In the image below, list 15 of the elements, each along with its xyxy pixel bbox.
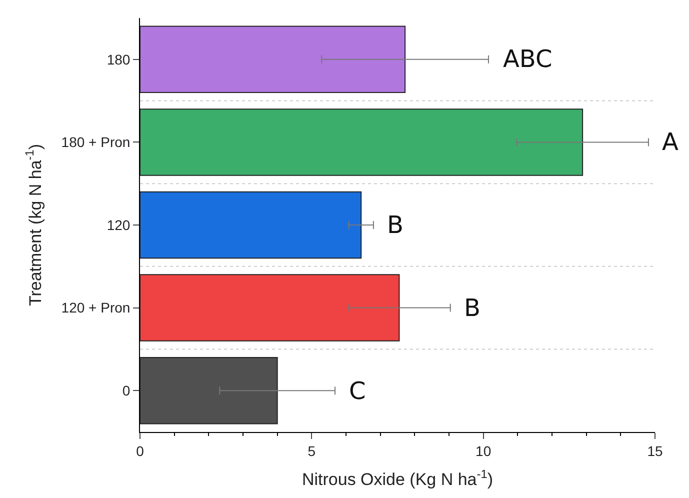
annotation: B: [464, 294, 480, 322]
y-tick-label: 120: [106, 216, 130, 233]
x-tick-label: 10: [476, 442, 492, 459]
annotation: ABC: [503, 45, 552, 73]
x-tick-label: 15: [647, 442, 663, 459]
y-tick-label: 0: [122, 382, 130, 398]
annotation: C: [349, 377, 366, 405]
annotation: B: [387, 211, 404, 239]
y-tick-label: 120 + Pron: [61, 300, 130, 316]
x-axis-title: Nitrous Oxide (Kg N ha$^{-1}$): [302, 467, 494, 490]
text: A: [662, 128, 679, 156]
x-tick-label: 5: [308, 442, 316, 459]
x-tick-label: 0: [136, 442, 144, 459]
y-tick-label: 180: [106, 51, 130, 68]
y-tick-label: 180 + Pron: [61, 134, 130, 150]
